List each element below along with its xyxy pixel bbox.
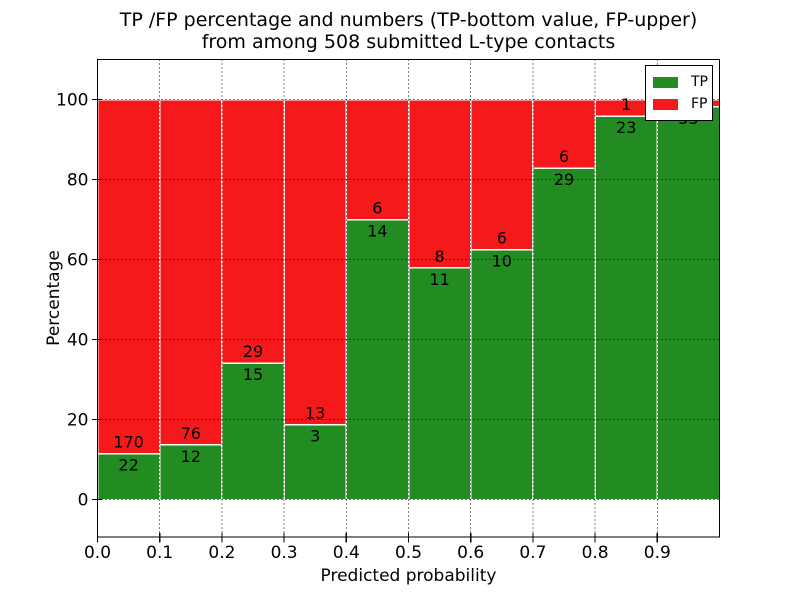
x-tick-label: 0.3 <box>271 543 298 563</box>
tp-count-label: 15 <box>243 365 263 384</box>
fp-count-label: 6 <box>372 199 382 218</box>
tp-count-label: 22 <box>118 456 138 475</box>
x-tick-label: 0.8 <box>582 543 609 563</box>
bar-tp-segment <box>594 115 659 501</box>
y-tick-label: 60 <box>67 251 89 271</box>
legend: TP FP <box>645 65 713 121</box>
fp-count-label: 6 <box>559 147 569 166</box>
fp-count-label: 13 <box>305 404 325 423</box>
chart-title-line2: from among 508 submitted L-type contacts <box>201 31 616 53</box>
fp-count-label: 76 <box>181 424 201 443</box>
x-tick-label: 0.9 <box>644 543 671 563</box>
y-tick-label: 100 <box>56 91 88 111</box>
x-tick-label: 0.7 <box>519 543 546 563</box>
bar-tp-segment <box>469 248 534 501</box>
x-axis-label: Predicted probability <box>320 566 497 586</box>
fp-count-label: 1 <box>621 95 631 114</box>
legend-label-tp: TP <box>691 74 708 90</box>
tp-count-label: 29 <box>554 170 574 189</box>
bar-fp-segment <box>221 98 285 364</box>
y-tick-label: 0 <box>78 491 89 511</box>
x-tick-label: 0.5 <box>395 543 422 563</box>
tp-count-label: 23 <box>616 118 636 137</box>
bar-tp-segment <box>221 362 285 501</box>
fp-count-label: 8 <box>435 247 445 266</box>
bar-fp-segment <box>407 98 472 269</box>
y-tick-label: 40 <box>67 331 89 351</box>
fp-color-swatch <box>653 98 678 110</box>
bar-tp-segment <box>656 106 721 501</box>
fp-count-label: 6 <box>497 229 507 248</box>
bar-fp-segment <box>96 98 161 455</box>
x-tick-label: 0.0 <box>84 543 111 563</box>
bar-tp-segment <box>345 218 410 501</box>
y-tick-label: 80 <box>67 171 89 191</box>
fp-count-label: 29 <box>243 342 263 361</box>
bar-tp-segment <box>407 267 472 501</box>
legend-label-fp: FP <box>691 96 708 112</box>
bar-tp-segment <box>158 444 223 501</box>
tp-count-label: 11 <box>429 270 449 289</box>
bar-fp-segment <box>158 98 223 446</box>
fp-count-label: 170 <box>113 433 144 452</box>
legend-item-fp: FP <box>653 93 708 115</box>
bar-fp-segment <box>345 98 410 221</box>
x-tick-label: 0.6 <box>457 543 484 563</box>
x-tick-label: 0.4 <box>333 543 360 563</box>
bar-tp-segment <box>283 423 348 501</box>
tp-color-swatch <box>653 76 678 88</box>
bar-tp-segment <box>532 167 596 501</box>
tp-count-label: 10 <box>492 252 512 271</box>
bar-fp-segment <box>283 98 348 426</box>
tp-count-label: 12 <box>181 447 201 466</box>
legend-item-tp: TP <box>653 71 708 93</box>
tp-count-label: 14 <box>367 222 387 241</box>
x-tick-label: 0.1 <box>146 543 173 563</box>
y-axis-label: Percentage <box>44 250 64 346</box>
y-tick-label: 20 <box>67 411 89 431</box>
bar-fp-segment <box>469 98 534 251</box>
chart-title-line1: TP /FP percentage and numbers (TP-bottom… <box>119 9 698 31</box>
tp-count-label: 3 <box>310 427 320 446</box>
x-tick-label: 0.2 <box>208 543 235 563</box>
